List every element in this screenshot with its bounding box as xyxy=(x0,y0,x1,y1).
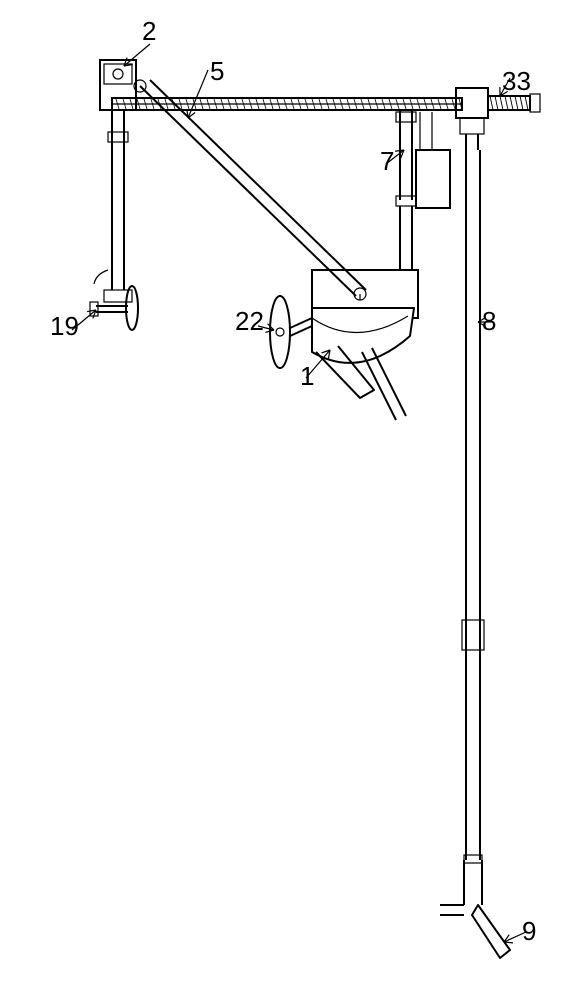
label-l19: 19 xyxy=(50,311,79,341)
label-l22: 22 xyxy=(235,306,264,336)
label-l1: 1 xyxy=(300,361,314,391)
technical-diagram: 2 5 33 7 8 22 1 19 9 xyxy=(0,0,584,1000)
label-l5: 5 xyxy=(210,56,224,86)
label-l33: 33 xyxy=(502,66,531,96)
label-l7: 7 xyxy=(380,146,394,176)
label-l9: 9 xyxy=(522,916,536,946)
label-l8: 8 xyxy=(482,306,496,336)
label-l2: 2 xyxy=(142,16,156,46)
